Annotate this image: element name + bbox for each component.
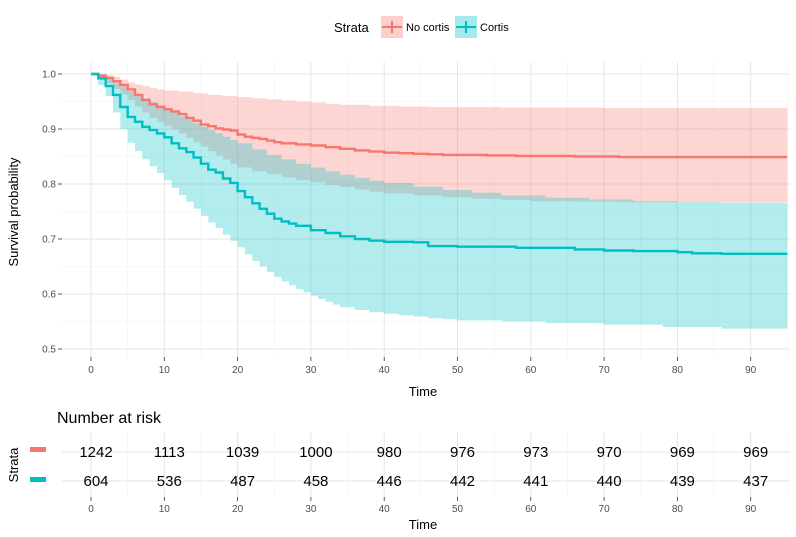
- risk-table-title: Number at risk: [57, 410, 162, 427]
- y-tick-label: 0.9: [42, 125, 56, 136]
- risk-table-axes: 0 10 20 30 40 50 60 70 80 90: [88, 497, 757, 515]
- risk-count-cortis: 437: [743, 473, 768, 490]
- risk-count-cortis: 440: [597, 473, 622, 490]
- x-tick-label: 60: [525, 365, 537, 376]
- x-tick-label: 20: [232, 365, 244, 376]
- y-tick-label: 0.7: [42, 235, 56, 246]
- risk-count-no-cortis: 1242: [79, 444, 112, 461]
- y-tick-label: 0.6: [42, 290, 56, 301]
- risk-count-no-cortis: 976: [450, 444, 475, 461]
- risk-count-no-cortis: 969: [670, 444, 695, 461]
- risk-x-tick-label: 20: [232, 504, 244, 515]
- y-tick-label: 0.5: [42, 345, 56, 356]
- risk-table: Number at risk 1242 1113 1039 1000 980 976 973…: [6, 410, 790, 532]
- risk-count-no-cortis: 1113: [154, 444, 185, 461]
- risk-x-tick-label: 40: [379, 504, 391, 515]
- risk-x-tick-label: 0: [88, 504, 94, 515]
- risk-x-tick-label: 70: [599, 504, 611, 515]
- confidence-bands: [91, 74, 788, 329]
- y-tick-label: 1.0: [42, 70, 56, 81]
- legend-label-no-cortis: No cortis: [406, 22, 450, 34]
- risk-count-cortis: 536: [157, 473, 182, 490]
- risk-x-tick-label: 50: [452, 504, 464, 515]
- confidence-band-no-cortis: [91, 74, 788, 203]
- risk-table-values: 1242 1113 1039 1000 980 976 973 970 969 969 604 536…: [79, 444, 768, 490]
- x-axis-title: Time: [409, 384, 437, 399]
- risk-count-cortis: 446: [377, 473, 402, 490]
- risk-count-cortis: 458: [303, 473, 328, 490]
- x-tick-label: 50: [452, 365, 464, 376]
- plot-grid: [62, 62, 790, 357]
- risk-table-x-title: Time: [409, 517, 437, 532]
- confidence-band-cortis: [91, 74, 788, 329]
- risk-count-cortis: 439: [670, 473, 695, 490]
- survival-curves: [91, 72, 788, 256]
- risk-x-tick-label: 90: [745, 504, 757, 515]
- legend-entry-cortis: Cortis: [455, 16, 509, 38]
- risk-x-tick-label: 60: [525, 504, 537, 515]
- plot-axes: 0 10 20 30 40 50 60 70 80 90 0.5 0.6 0.7 0.8 0.9 1.0: [42, 70, 757, 377]
- legend: Strata No cortis Cortis: [334, 16, 509, 38]
- x-tick-label: 40: [379, 365, 391, 376]
- survival-panel: 0 10 20 30 40 50 60 70 80 90 0.5 0.6 0.7 0.8 0.9 1.0 Ti…: [6, 62, 790, 399]
- x-tick-label: 80: [672, 365, 684, 376]
- risk-x-tick-label: 30: [305, 504, 317, 515]
- risk-table-grid: [62, 432, 790, 497]
- survival-curve-no-cortis: [91, 72, 788, 159]
- risk-count-no-cortis: 1000: [299, 444, 332, 461]
- y-axis-title: Survival probability: [6, 157, 21, 267]
- x-tick-label: 70: [599, 365, 611, 376]
- risk-table-y-title: Strata: [6, 447, 21, 482]
- risk-x-tick-label: 80: [672, 504, 684, 515]
- risk-count-no-cortis: 980: [377, 444, 402, 461]
- x-tick-label: 30: [305, 365, 317, 376]
- legend-label-cortis: Cortis: [480, 22, 509, 34]
- x-tick-label: 10: [159, 365, 171, 376]
- risk-strata-key-no-cortis: [30, 447, 46, 452]
- risk-count-cortis: 487: [230, 473, 255, 490]
- risk-x-tick-label: 10: [159, 504, 171, 515]
- risk-count-no-cortis: 1039: [226, 444, 259, 461]
- legend-entry-no-cortis: No cortis: [381, 16, 450, 38]
- risk-count-cortis: 604: [83, 473, 108, 490]
- legend-title: Strata: [334, 20, 369, 35]
- risk-count-cortis: 442: [450, 473, 475, 490]
- risk-count-no-cortis: 970: [597, 444, 622, 461]
- risk-count-no-cortis: 973: [523, 444, 548, 461]
- risk-strata-key-cortis: [30, 477, 46, 482]
- x-tick-label: 0: [88, 365, 94, 376]
- survival-curve-cortis: [91, 72, 788, 256]
- risk-count-no-cortis: 969: [743, 444, 768, 461]
- risk-count-cortis: 441: [523, 473, 548, 490]
- y-tick-label: 0.8: [42, 180, 56, 191]
- x-tick-label: 90: [745, 365, 757, 376]
